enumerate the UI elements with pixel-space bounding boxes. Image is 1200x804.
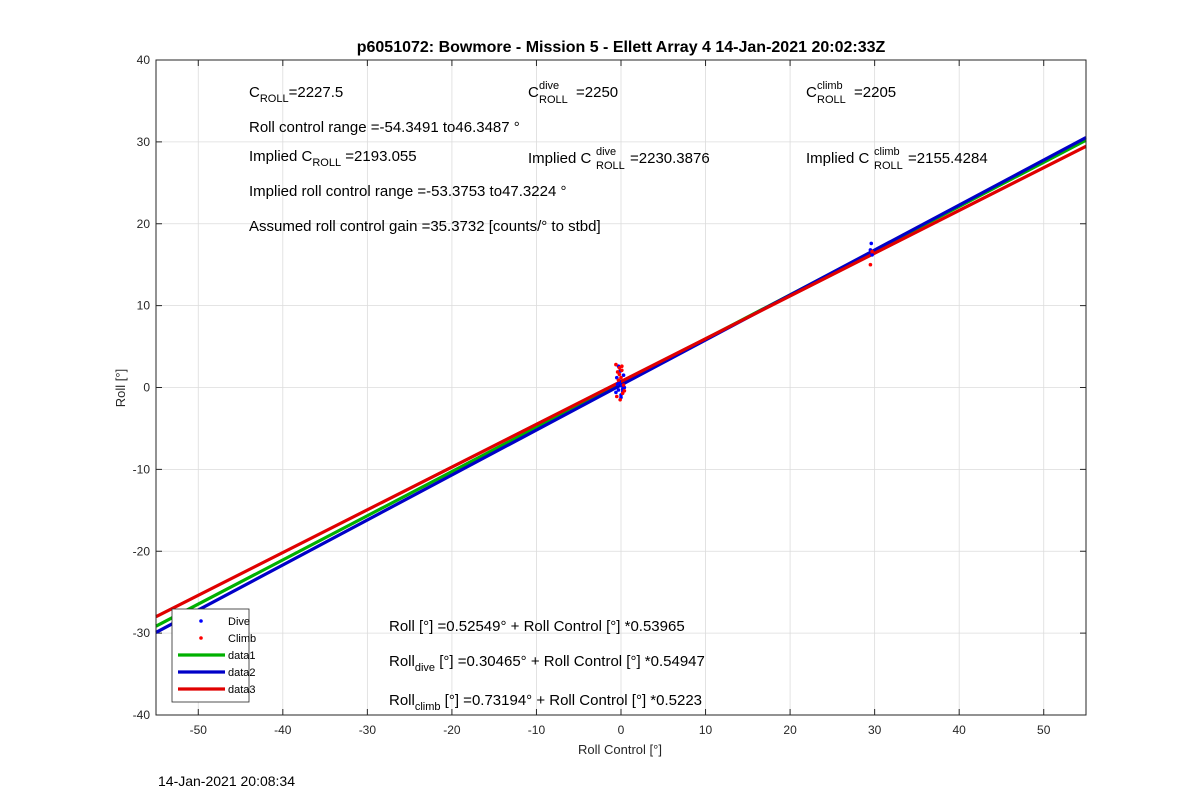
y-tick-label: 10 [137, 299, 151, 313]
c-roll-annotation: CROLL=2227.5 [249, 84, 343, 105]
c-roll-dive-sup: dive [539, 80, 559, 92]
c-roll-climb-value: =2205 [854, 84, 896, 101]
legend: Dive Climb data1 data2 data3 [171, 608, 256, 703]
point-climb [616, 378, 621, 382]
y-tick-label: 40 [137, 53, 151, 67]
legend-marker-dive [199, 619, 203, 623]
fit-all-annotation: Roll [°] =0.52549° + Roll Control [°] *0… [389, 618, 685, 635]
x-tick-label: -50 [190, 723, 208, 737]
x-tick-label: 20 [783, 723, 797, 737]
point-climb [870, 249, 874, 254]
c-roll-dive-annotation: C [528, 84, 539, 101]
x-axis-label: Roll Control [°] [578, 742, 662, 757]
legend-marker-climb [199, 636, 203, 640]
implied-c-roll-climb-annotation: Implied C [806, 150, 870, 167]
point-climb [614, 394, 619, 399]
point-dive [869, 241, 874, 246]
point-climb [620, 364, 624, 369]
x-tick-label: 10 [699, 723, 713, 737]
y-tick-label: -10 [133, 462, 151, 476]
point-climb [618, 397, 622, 402]
legend-label: data3 [228, 684, 256, 696]
x-tick-label: 0 [618, 723, 625, 737]
c-roll-climb-sup: climb [817, 80, 843, 92]
point-dive [616, 388, 621, 392]
point-climb [620, 368, 624, 373]
point-climb [868, 262, 873, 267]
point-dive [614, 390, 618, 395]
implied-c-roll-climb-sup: climb [874, 146, 900, 158]
x-tick-label: 40 [953, 723, 967, 737]
legend-label: Dive [228, 616, 250, 628]
y-tick-label: -30 [133, 626, 151, 640]
c-roll-dive-value: =2250 [576, 84, 618, 101]
y-tick-label: 0 [143, 381, 150, 395]
implied-c-roll-climb-sub: ROLL [874, 160, 903, 172]
x-tick-label: -10 [528, 723, 546, 737]
footer-timestamp: 14-Jan-2021 20:08:34 [158, 773, 295, 789]
c-roll-climb-sub: ROLL [817, 94, 846, 106]
plot-area [155, 136, 1087, 634]
x-tick-label: -20 [443, 723, 461, 737]
implied-c-roll-climb-value: =2155.4284 [908, 150, 988, 167]
y-tick-label: 30 [137, 135, 151, 149]
c-roll-climb-annotation: C [806, 84, 817, 101]
fit-dive-annotation: Rolldive [°] =0.30465° + Roll Control [°… [389, 653, 705, 674]
fit-climb-annotation: Rollclimb [°] =0.73194° + Roll Control [… [389, 692, 702, 713]
legend-label: data1 [228, 650, 256, 662]
tick-labels: -50 -40 -30 -20 -10 0 10 20 30 40 50 -40 -30 -20 -10 0 1… [133, 53, 1086, 737]
point-climb [617, 372, 622, 377]
implied-c-roll-dive-annotation: Implied C [528, 150, 592, 167]
y-tick-label: -20 [133, 544, 151, 558]
x-tick-label: -40 [274, 723, 292, 737]
x-tick-label: -30 [359, 723, 377, 737]
y-axis-label: Roll [°] [113, 369, 128, 407]
legend-label: Climb [228, 633, 256, 645]
point-climb [622, 388, 627, 393]
axes-box [155, 59, 1087, 716]
y-tick-label: 20 [137, 217, 151, 231]
x-tick-label: 50 [1037, 723, 1051, 737]
point-dive [870, 253, 874, 257]
gain-annotation: Assumed roll control gain =35.3732 [coun… [249, 218, 601, 235]
c-roll-dive-sub: ROLL [539, 94, 568, 106]
point-dive [621, 373, 626, 378]
implied-c-roll-dive-value: =2230.3876 [630, 150, 710, 167]
point-climb [614, 362, 618, 367]
legend-items: Dive Climb data1 data2 data3 [178, 616, 256, 696]
point-climb [619, 375, 623, 380]
y-tick-label: -40 [133, 708, 151, 722]
implied-range-annotation: Implied roll control range =-53.3753 to4… [249, 183, 566, 200]
x-tick-label: 30 [868, 723, 882, 737]
point-climb [621, 383, 626, 387]
implied-c-roll-dive-sub: ROLL [596, 160, 625, 172]
roll-range-annotation: Roll control range =-54.3491 to46.3487 ° [249, 119, 520, 136]
legend-label: data2 [228, 667, 256, 679]
implied-c-roll-annotation: Implied CROLL =2193.055 [249, 148, 417, 169]
implied-c-roll-dive-sup: dive [596, 146, 616, 158]
chart-title: p6051072: Bowmore - Mission 5 - Ellett A… [357, 39, 886, 56]
